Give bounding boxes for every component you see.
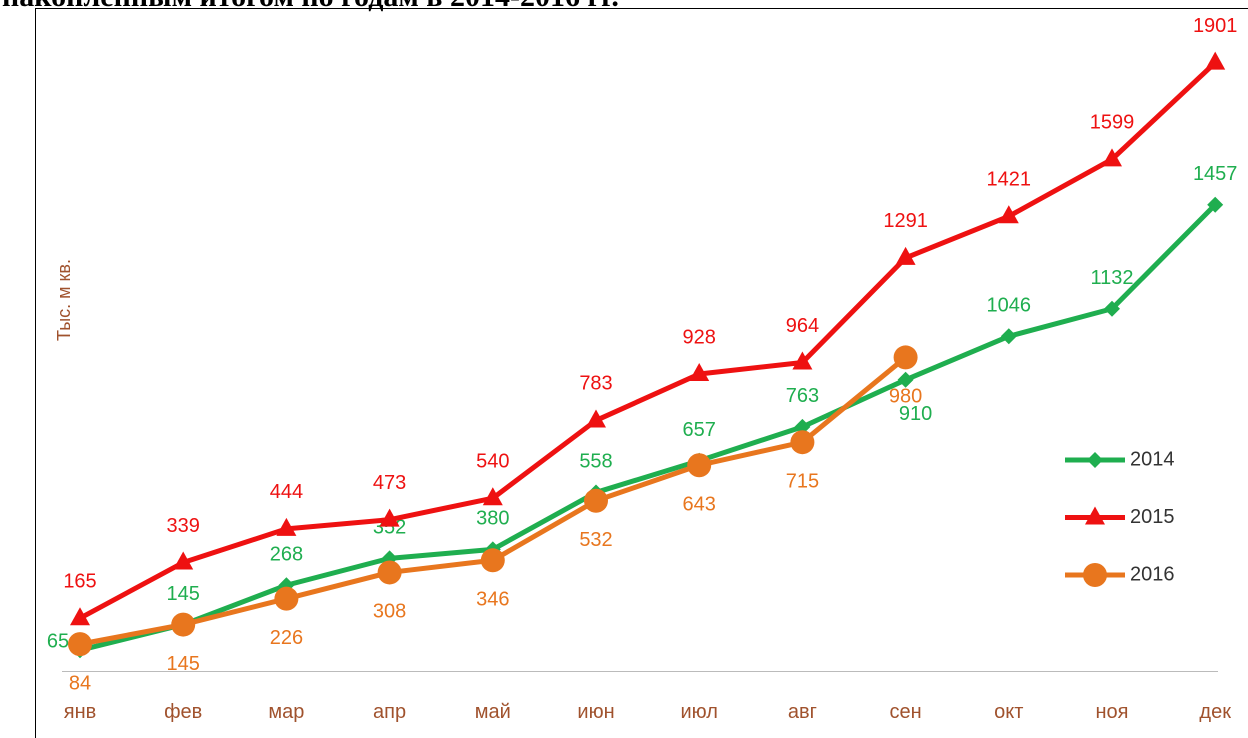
- marker: [68, 632, 92, 657]
- marker: [897, 371, 914, 388]
- data-label: 1291: [883, 210, 928, 232]
- y-axis-label: Тыс. м кв.: [54, 259, 74, 341]
- x-tick-label: ноя: [1096, 701, 1129, 723]
- data-label: 928: [683, 326, 716, 348]
- data-label: 145: [167, 583, 200, 605]
- data-label: 980: [889, 386, 922, 408]
- data-label: 1599: [1090, 112, 1135, 134]
- marker: [1104, 300, 1120, 317]
- marker: [687, 453, 712, 478]
- data-label: 339: [167, 515, 200, 537]
- marker: [480, 548, 505, 573]
- x-tick-label: сен: [890, 701, 922, 723]
- data-label: 444: [270, 481, 303, 503]
- data-label: 1457: [1193, 163, 1238, 185]
- legend-marker: [1083, 563, 1107, 587]
- legend-marker: [1085, 506, 1105, 525]
- data-label: 65: [47, 630, 69, 652]
- x-tick-label: фев: [164, 701, 202, 723]
- data-label: 643: [683, 494, 716, 516]
- data-label: 763: [786, 385, 819, 407]
- series-line: [79, 202, 1217, 653]
- data-label: 964: [786, 315, 819, 337]
- marker: [482, 487, 503, 506]
- marker: [998, 205, 1019, 224]
- series-line: [78, 60, 1217, 621]
- data-label: 226: [270, 627, 303, 649]
- data-label: 540: [476, 450, 509, 472]
- data-label: 1132: [1090, 267, 1133, 289]
- data-label: 145: [167, 653, 200, 675]
- marker: [377, 560, 402, 585]
- marker: [790, 430, 815, 455]
- legend-label: 2016: [1130, 563, 1175, 585]
- marker: [794, 418, 811, 435]
- x-tick-label: мар: [268, 701, 304, 723]
- data-label: 1901: [1193, 15, 1238, 37]
- x-tick-label: окт: [994, 701, 1023, 723]
- chart-frame: [35, 8, 1248, 738]
- marker: [276, 517, 297, 536]
- data-label: 346: [476, 589, 509, 611]
- marker: [895, 246, 916, 265]
- data-label: 715: [786, 470, 819, 492]
- marker: [171, 612, 196, 637]
- data-label: 910: [899, 403, 932, 425]
- data-label: 1421: [987, 169, 1032, 191]
- data-label: 268: [270, 544, 303, 566]
- marker: [274, 586, 299, 611]
- data-label: 558: [579, 451, 612, 473]
- marker: [792, 351, 813, 370]
- x-tick-label: май: [475, 701, 511, 723]
- data-label: 84: [69, 672, 91, 694]
- marker: [1207, 196, 1224, 213]
- x-tick-label: дек: [1199, 701, 1231, 723]
- data-label: 308: [373, 601, 406, 623]
- marker: [689, 363, 710, 382]
- marker: [1000, 328, 1017, 345]
- legend-marker: [1087, 452, 1103, 468]
- marker: [586, 409, 606, 428]
- legend-label: 2015: [1130, 506, 1175, 528]
- data-label: 532: [579, 529, 612, 551]
- x-tick-label: апр: [373, 701, 406, 723]
- chart-title: накопленным итогом по годам в 2014-2016 …: [2, 0, 619, 13]
- x-tick-label: авг: [788, 701, 817, 723]
- x-tick-label: июн: [577, 701, 614, 723]
- data-label: 473: [373, 472, 406, 494]
- marker: [379, 508, 400, 527]
- marker: [1102, 148, 1122, 167]
- x-tick-label: янв: [64, 701, 97, 723]
- marker: [893, 345, 918, 370]
- data-label: 783: [579, 373, 612, 395]
- data-label: 165: [63, 570, 96, 592]
- marker: [173, 551, 194, 570]
- marker: [584, 488, 608, 513]
- data-label: 1046: [987, 295, 1032, 317]
- legend-label: 2014: [1130, 448, 1175, 470]
- data-label: 380: [476, 508, 509, 530]
- marker: [70, 607, 90, 626]
- data-label: 657: [683, 419, 716, 441]
- marker: [1205, 51, 1226, 70]
- x-tick-label: июл: [680, 701, 717, 723]
